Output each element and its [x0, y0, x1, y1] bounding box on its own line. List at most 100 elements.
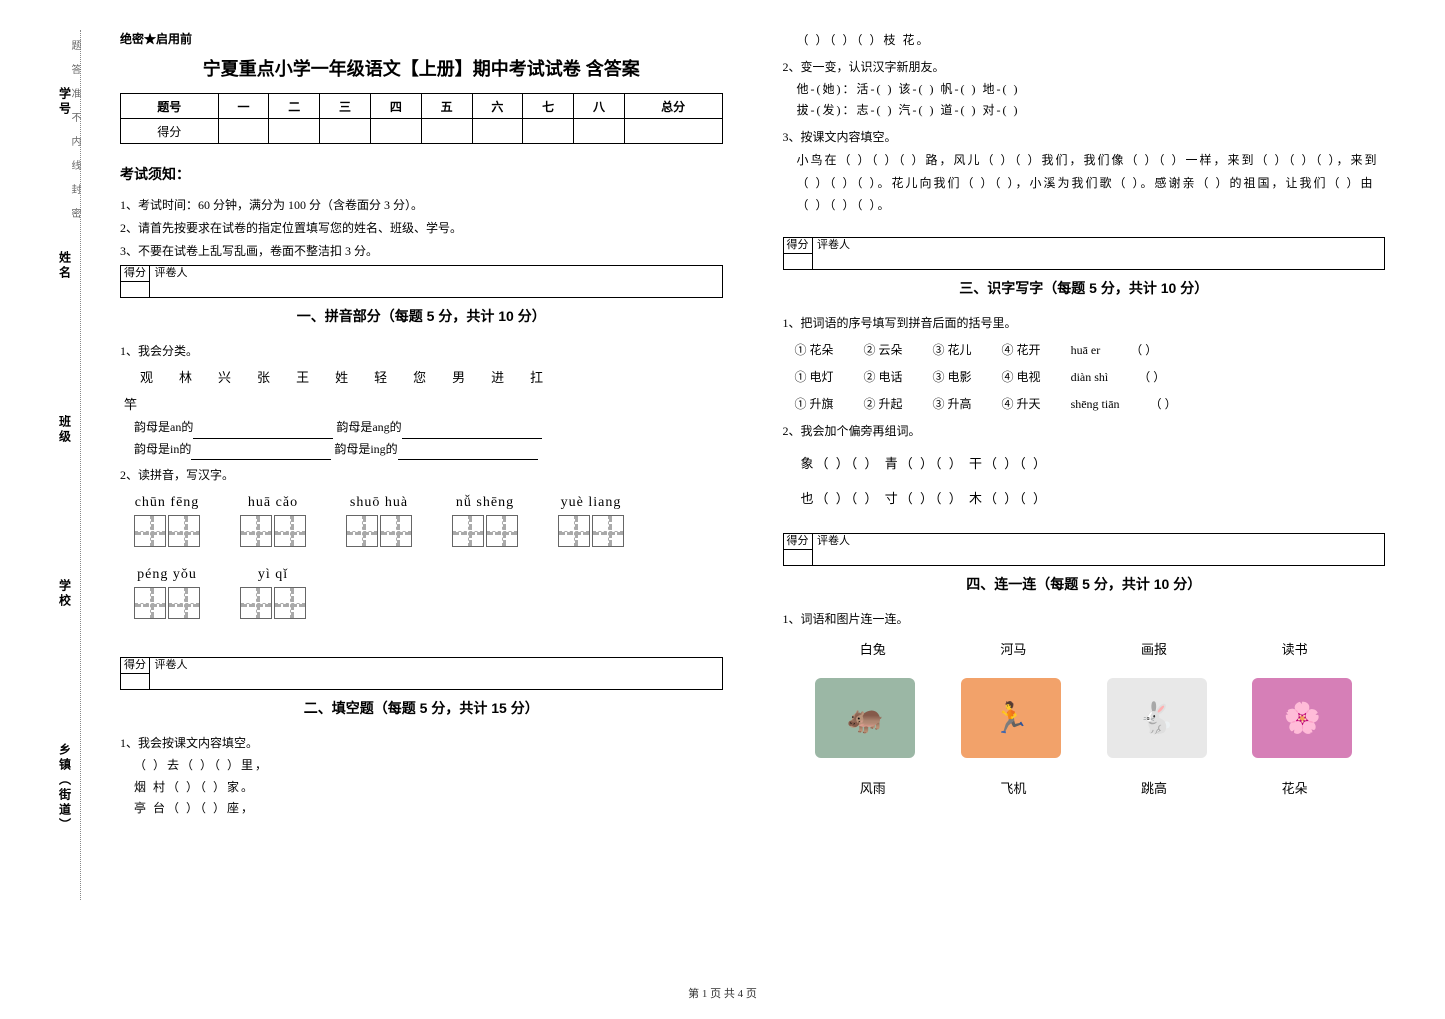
part2-title: 二、填空题（每题 5 分，共计 15 分）	[120, 698, 723, 718]
word: 花朵	[1282, 778, 1308, 797]
p1q1-stem: 1、我会分类。	[120, 342, 723, 359]
pinyin: yuè liang	[558, 495, 624, 511]
score-th-1: 一	[218, 94, 269, 119]
fill-line: 拔-(发)：志-( ) 汽-( ) 道-( ) 对-( )	[797, 100, 1386, 122]
p2q1-stem: 1、我会按课文内容填空。	[120, 734, 723, 751]
mini-score-box-3: 得分 评卷人	[783, 237, 1386, 270]
pinyin: péng yǒu	[134, 567, 200, 583]
opt: ① 升旗	[795, 395, 834, 412]
mini-top: 得分	[121, 658, 149, 674]
p1q1-blanks: 韵母是an的 韵母是ang的 韵母是in的 韵母是ing的	[134, 417, 723, 460]
score-th-7: 七	[523, 94, 574, 119]
mini-score-box-1: 得分 评卷人	[120, 265, 723, 298]
label-an: 韵母是an的	[134, 420, 193, 434]
opt: ② 电话	[864, 368, 903, 385]
fill-line: 烟 村（ ）（ ）家。	[134, 777, 723, 799]
match-image-jump: 🏃	[961, 678, 1061, 758]
char: 您	[413, 367, 426, 386]
pinyin: huā er	[1071, 343, 1101, 358]
binding-label-2: 班级	[57, 415, 74, 445]
p3q1-row0: ① 花朵 ② 云朵 ③ 花儿 ④ 花开 huā er （ ）	[795, 341, 1386, 358]
right-column: （ ）（ ）（ ）枝 花。 2、变一变，认识汉字新朋友。 他-(她)：活-( )…	[763, 30, 1406, 930]
p4q1-bottom: 风雨 飞机 跳高 花朵	[803, 778, 1366, 797]
p2q1-lines: （ ）去（ ）（ ）里， 烟 村（ ）（ ）家。 亭 台（ ）（ ）座，	[134, 755, 723, 820]
emoji-icon: 🦛	[847, 701, 884, 736]
opt: ③ 电影	[933, 368, 972, 385]
p3q1-stem: 1、把词语的序号填写到拼音后面的括号里。	[783, 314, 1386, 331]
mini-score-box-4: 得分 评卷人	[783, 533, 1386, 566]
instructions: 1、考试时间：60 分钟，满分为 100 分（含卷面分 3 分）。 2、请首先按…	[120, 190, 723, 265]
word: 白兔	[860, 639, 886, 658]
word: 画报	[1141, 639, 1167, 658]
mini-right: 评卷人	[813, 534, 855, 565]
binding-label-3: 姓名	[57, 251, 74, 281]
score-th-9: 总分	[624, 94, 722, 119]
label-in: 韵母是in的	[134, 442, 191, 456]
pinyin: shuō huà	[346, 495, 412, 511]
opt: ② 云朵	[864, 341, 903, 358]
match-image-flower: 🌸	[1252, 678, 1352, 758]
mini-right: 评卷人	[150, 266, 192, 297]
confidential-label: 绝密★启用前	[120, 30, 723, 47]
p2q2-stem: 2、变一变，认识汉字新朋友。	[783, 58, 1386, 75]
mini-right: 评卷人	[150, 658, 192, 689]
char: 竿	[124, 394, 137, 413]
mini-top: 得分	[784, 238, 812, 254]
blank: （ ）	[1150, 395, 1177, 412]
mini-top: 得分	[121, 266, 149, 282]
word: 读书	[1282, 639, 1308, 658]
char: 林	[179, 367, 192, 386]
pinyin: shēng tiān	[1071, 397, 1120, 412]
opt: ① 电灯	[795, 368, 834, 385]
instruction-3: 3、不要在试卷上乱写乱画，卷面不整洁扣 3 分。	[120, 242, 723, 259]
blank: （ ）	[1138, 368, 1165, 385]
instruction-1: 1、考试时间：60 分钟，满分为 100 分（含卷面分 3 分）。	[120, 196, 723, 213]
char: 观	[140, 367, 153, 386]
word: 跳高	[1141, 778, 1167, 797]
score-th-0: 题号	[121, 94, 219, 119]
char: 扛	[530, 367, 543, 386]
char: 男	[452, 367, 465, 386]
pinyin: huā cǎo	[240, 495, 306, 511]
match-image-hippo: 🦛	[815, 678, 915, 758]
emoji-icon: 🏃	[992, 701, 1029, 736]
seal-line: 题答准不内线封密	[80, 30, 81, 900]
mini-top: 得分	[784, 534, 812, 550]
paper-title: 宁夏重点小学一年级语文【上册】期中考试试卷 含答案	[120, 55, 723, 81]
part4-title: 四、连一连（每题 5 分，共计 10 分）	[783, 574, 1386, 594]
opt: ④ 电视	[1002, 368, 1041, 385]
binding-label-1: 学校	[57, 579, 74, 609]
binding-margin: 学号 姓名 班级 学校 乡镇（街道）	[35, 20, 95, 900]
word: 风雨	[860, 778, 886, 797]
seal-line-text: 题答准不内线封密	[67, 40, 82, 232]
label-ang: 韵母是ang的	[336, 420, 401, 434]
p2q2-lines: 他-(她)：活-( ) 该-( ) 帆-( ) 地-( ) 拔-(发)：志-( …	[797, 79, 1386, 122]
score-th-8: 八	[574, 94, 625, 119]
blank: （ ）	[1130, 341, 1157, 358]
opt: ④ 花开	[1002, 341, 1041, 358]
mini-right: 评卷人	[813, 238, 855, 269]
fill-line: （ ）（ ）（ ）枝 花。	[797, 30, 1386, 52]
label-ing: 韵母是ing的	[334, 442, 397, 456]
char: 张	[257, 367, 270, 386]
score-table: 题号 一 二 三 四 五 六 七 八 总分 得分	[120, 93, 723, 144]
part1-title: 一、拼音部分（每题 5 分，共计 10 分）	[120, 306, 723, 326]
pinyin: nǚ shēng	[452, 495, 518, 511]
part3-title: 三、识字写字（每题 5 分，共计 10 分）	[783, 278, 1386, 298]
opt: ③ 升高	[933, 395, 972, 412]
opt: ③ 花儿	[933, 341, 972, 358]
p3q2-row1: 也（ ）（ ） 寸（ ）（ ） 木（ ）（ ）	[801, 488, 1386, 507]
score-th-6: 六	[472, 94, 523, 119]
p2q3-stem: 3、按课文内容填空。	[783, 128, 1386, 145]
char: 轻	[374, 367, 387, 386]
p3q1-row1: ① 电灯 ② 电话 ③ 电影 ④ 电视 diàn shì （ ）	[795, 368, 1386, 385]
mini-score-box-2: 得分 评卷人	[120, 657, 723, 690]
char: 姓	[335, 367, 348, 386]
p1q2-stem: 2、读拼音，写汉字。	[120, 466, 723, 483]
fill-line: 亭 台（ ）（ ）座，	[134, 798, 723, 820]
score-th-2: 二	[269, 94, 320, 119]
p3q1-row2: ① 升旗 ② 升起 ③ 升高 ④ 升天 shēng tiān （ ）	[795, 395, 1386, 412]
char: 进	[491, 367, 504, 386]
p1q2-grid: chūn fēng huā cǎo shuō huà nǚ shēng yuè …	[134, 495, 723, 619]
p3q2-stem: 2、我会加个偏旁再组词。	[783, 422, 1386, 439]
